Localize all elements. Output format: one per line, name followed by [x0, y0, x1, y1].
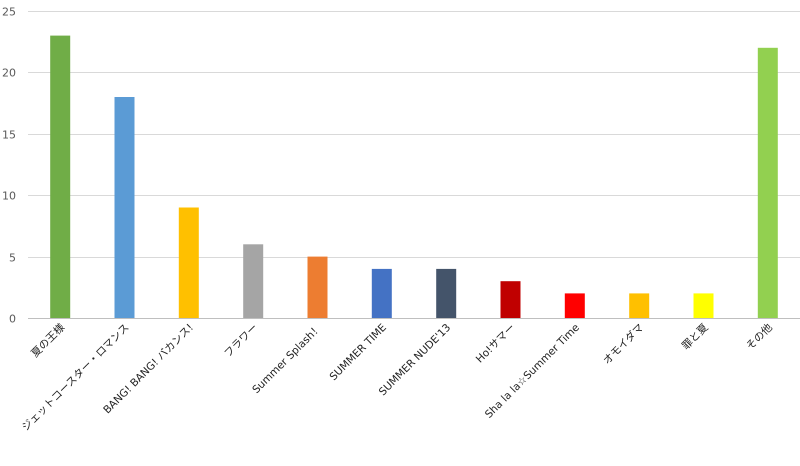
bar	[564, 293, 585, 318]
gridlines	[28, 11, 800, 319]
y-tick-label: 5	[9, 252, 16, 265]
x-tick-label: Ho!サマー	[474, 322, 518, 366]
bar	[243, 244, 264, 318]
bars	[50, 35, 778, 319]
bar	[50, 35, 71, 318]
bar	[757, 47, 778, 319]
x-tick-label: 夏の王様	[28, 321, 67, 360]
y-tick-label: 10	[2, 190, 16, 203]
y-tick-label: 20	[2, 67, 16, 80]
x-tick-label: SUMMER TIME	[327, 322, 388, 383]
x-tick-label: オモイダマ	[600, 321, 646, 367]
x-tick-label: 罪と夏	[680, 321, 711, 352]
y-axis-ticks: 0 5 10 15 20 25	[2, 6, 16, 326]
bar	[371, 268, 392, 318]
x-tick-label: SUMMER NUDE'13	[377, 322, 454, 399]
bar	[307, 256, 328, 318]
bar	[629, 293, 650, 318]
x-tick-label: Summer Splash！	[250, 322, 324, 396]
y-tick-label: 15	[2, 129, 16, 142]
bar	[178, 207, 199, 318]
bar	[693, 293, 714, 318]
y-tick-label: 0	[9, 313, 16, 326]
x-tick-label: フラワー	[222, 322, 260, 360]
bar	[436, 268, 457, 318]
bar	[114, 97, 135, 318]
bar	[500, 281, 521, 318]
x-tick-label: ジェットコースター・ロマンス	[20, 322, 132, 434]
x-tick-label: その他	[743, 321, 775, 353]
y-tick-label: 25	[2, 6, 16, 19]
